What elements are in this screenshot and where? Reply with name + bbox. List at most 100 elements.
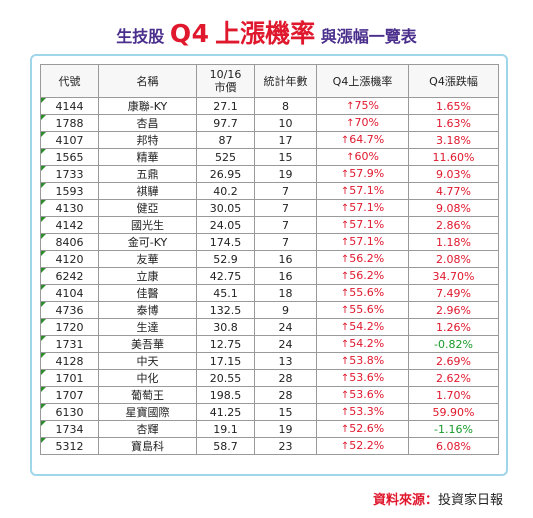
cell-code: 4107 <box>40 131 99 149</box>
cell-name: 杏昌 <box>98 114 197 132</box>
title-q4: Q4 <box>169 19 210 48</box>
cell-price: 525 <box>196 148 255 166</box>
cell-q4-probability: ↑57.9% <box>316 165 409 183</box>
up-arrow-icon: ↑ <box>346 101 355 112</box>
cell-q4-probability: ↑53.6% <box>316 369 409 387</box>
cell-q4-change: 7.49% <box>408 284 499 302</box>
cell-q4-change: -1.16% <box>408 420 499 438</box>
cell-q4-probability: ↑52.2% <box>316 437 409 455</box>
probability-value: 54.2% <box>349 320 385 333</box>
header-q4-probability: Q4上漲機率 <box>316 64 409 98</box>
cell-price: 30.05 <box>196 199 255 217</box>
cell-code: 1734 <box>40 420 99 438</box>
source-credit: 資料來源：投資家日報 <box>373 489 503 508</box>
up-arrow-icon: ↑ <box>340 237 350 248</box>
header-price: 10/16 市價 <box>196 64 255 98</box>
up-arrow-icon: ↑ <box>340 135 350 146</box>
table-frame: 代號 名稱 10/16 市價 統計年數 Q4上漲機率 Q4漲跌幅 4144 康聯-KY 27.… <box>30 54 508 476</box>
cell-q4-change: 9.03% <box>408 165 499 183</box>
cell-price: 174.5 <box>196 233 255 251</box>
table-row: 8406 金可-KY 174.5 7 ↑57.1% 1.18% <box>40 233 499 251</box>
cell-price: 52.9 <box>196 250 255 268</box>
up-arrow-icon: ↑ <box>340 322 350 333</box>
cell-q4-probability: ↑53.3% <box>316 403 409 421</box>
cell-years: 16 <box>254 267 317 285</box>
probability-value: 57.1% <box>349 201 385 214</box>
cell-q4-change: 9.08% <box>408 199 499 217</box>
cell-years: 8 <box>254 97 317 115</box>
cell-q4-change: 1.63% <box>408 114 499 132</box>
cell-years: 28 <box>254 386 317 404</box>
cell-name: 星寶國際 <box>98 403 197 421</box>
cell-years: 7 <box>254 233 317 251</box>
cell-code: 1593 <box>40 182 99 200</box>
cell-years: 19 <box>254 165 317 183</box>
cell-price: 87 <box>196 131 255 149</box>
cell-name: 生達 <box>98 318 197 336</box>
up-arrow-icon: ↑ <box>340 254 350 265</box>
cell-code: 1720 <box>40 318 99 336</box>
title-probability: 上漲機率 <box>215 19 316 48</box>
cell-price: 12.75 <box>196 335 255 353</box>
cell-code: 4104 <box>40 284 99 302</box>
up-arrow-icon: ↑ <box>340 169 350 180</box>
probability-value: 55.6% <box>349 303 385 316</box>
source-label: 資料來源： <box>372 493 438 508</box>
probability-value: 52.2% <box>349 439 385 452</box>
cell-price: 45.1 <box>196 284 255 302</box>
cell-years: 7 <box>254 199 317 217</box>
cell-q4-probability: ↑60% <box>316 148 409 166</box>
cell-code: 6130 <box>40 403 99 421</box>
cell-years: 15 <box>254 403 317 421</box>
up-arrow-icon: ↑ <box>340 271 350 282</box>
up-arrow-icon: ↑ <box>340 441 350 452</box>
up-arrow-icon: ↑ <box>340 373 350 384</box>
cell-years: 13 <box>254 352 317 370</box>
table-row: 6130 星寶國際 41.25 15 ↑53.3% 59.90% <box>40 403 499 421</box>
up-arrow-icon: ↑ <box>340 407 350 418</box>
table-row: 1565 精華 525 15 ↑60% 11.60% <box>40 148 499 166</box>
table-row: 1707 葡萄王 198.5 28 ↑53.6% 1.70% <box>40 386 499 404</box>
cell-name: 泰博 <box>98 301 197 319</box>
cell-q4-probability: ↑57.1% <box>316 233 409 251</box>
cell-code: 4120 <box>40 250 99 268</box>
table-row: 1734 杏輝 19.1 19 ↑52.6% -1.16% <box>40 420 499 438</box>
cell-code: 1731 <box>40 335 99 353</box>
cell-code: 4142 <box>40 216 99 234</box>
cell-years: 24 <box>254 318 317 336</box>
cell-q4-probability: ↑56.2% <box>316 267 409 285</box>
cell-price: 20.55 <box>196 369 255 387</box>
cell-q4-probability: ↑57.1% <box>316 182 409 200</box>
table-row: 5312 寶島科 58.7 23 ↑52.2% 6.08% <box>40 437 499 455</box>
table-row: 4130 健亞 30.05 7 ↑57.1% 9.08% <box>40 199 499 217</box>
cell-price: 132.5 <box>196 301 255 319</box>
cell-q4-change: 59.90% <box>408 403 499 421</box>
cell-name: 中天 <box>98 352 197 370</box>
cell-q4-change: 1.26% <box>408 318 499 336</box>
cell-years: 10 <box>254 114 317 132</box>
up-arrow-icon: ↑ <box>340 288 350 299</box>
source-value: 投資家日報 <box>437 493 503 508</box>
up-arrow-icon: ↑ <box>346 118 355 129</box>
cell-price: 97.7 <box>196 114 255 132</box>
cell-name: 佳醫 <box>98 284 197 302</box>
table-row: 1731 美吾華 12.75 24 ↑54.2% -0.82% <box>40 335 499 353</box>
cell-q4-change: 1.18% <box>408 233 499 251</box>
cell-price: 30.8 <box>196 318 255 336</box>
cell-name: 五鼎 <box>98 165 197 183</box>
up-arrow-icon: ↑ <box>340 424 350 435</box>
probability-value: 57.9% <box>349 167 385 180</box>
table-row: 1701 中化 20.55 28 ↑53.6% 2.62% <box>40 369 499 387</box>
cell-years: 23 <box>254 437 317 455</box>
cell-q4-probability: ↑54.2% <box>316 335 409 353</box>
cell-years: 16 <box>254 250 317 268</box>
cell-q4-probability: ↑54.2% <box>316 318 409 336</box>
cell-code: 5312 <box>40 437 99 455</box>
probability-value: 57.1% <box>349 235 385 248</box>
header-name: 名稱 <box>98 64 197 98</box>
cell-years: 17 <box>254 131 317 149</box>
up-arrow-icon: ↑ <box>340 203 350 214</box>
probability-value: 57.1% <box>349 218 385 231</box>
table-row: 4144 康聯-KY 27.1 8 ↑75% 1.65% <box>40 97 499 115</box>
cell-code: 4144 <box>40 97 99 115</box>
